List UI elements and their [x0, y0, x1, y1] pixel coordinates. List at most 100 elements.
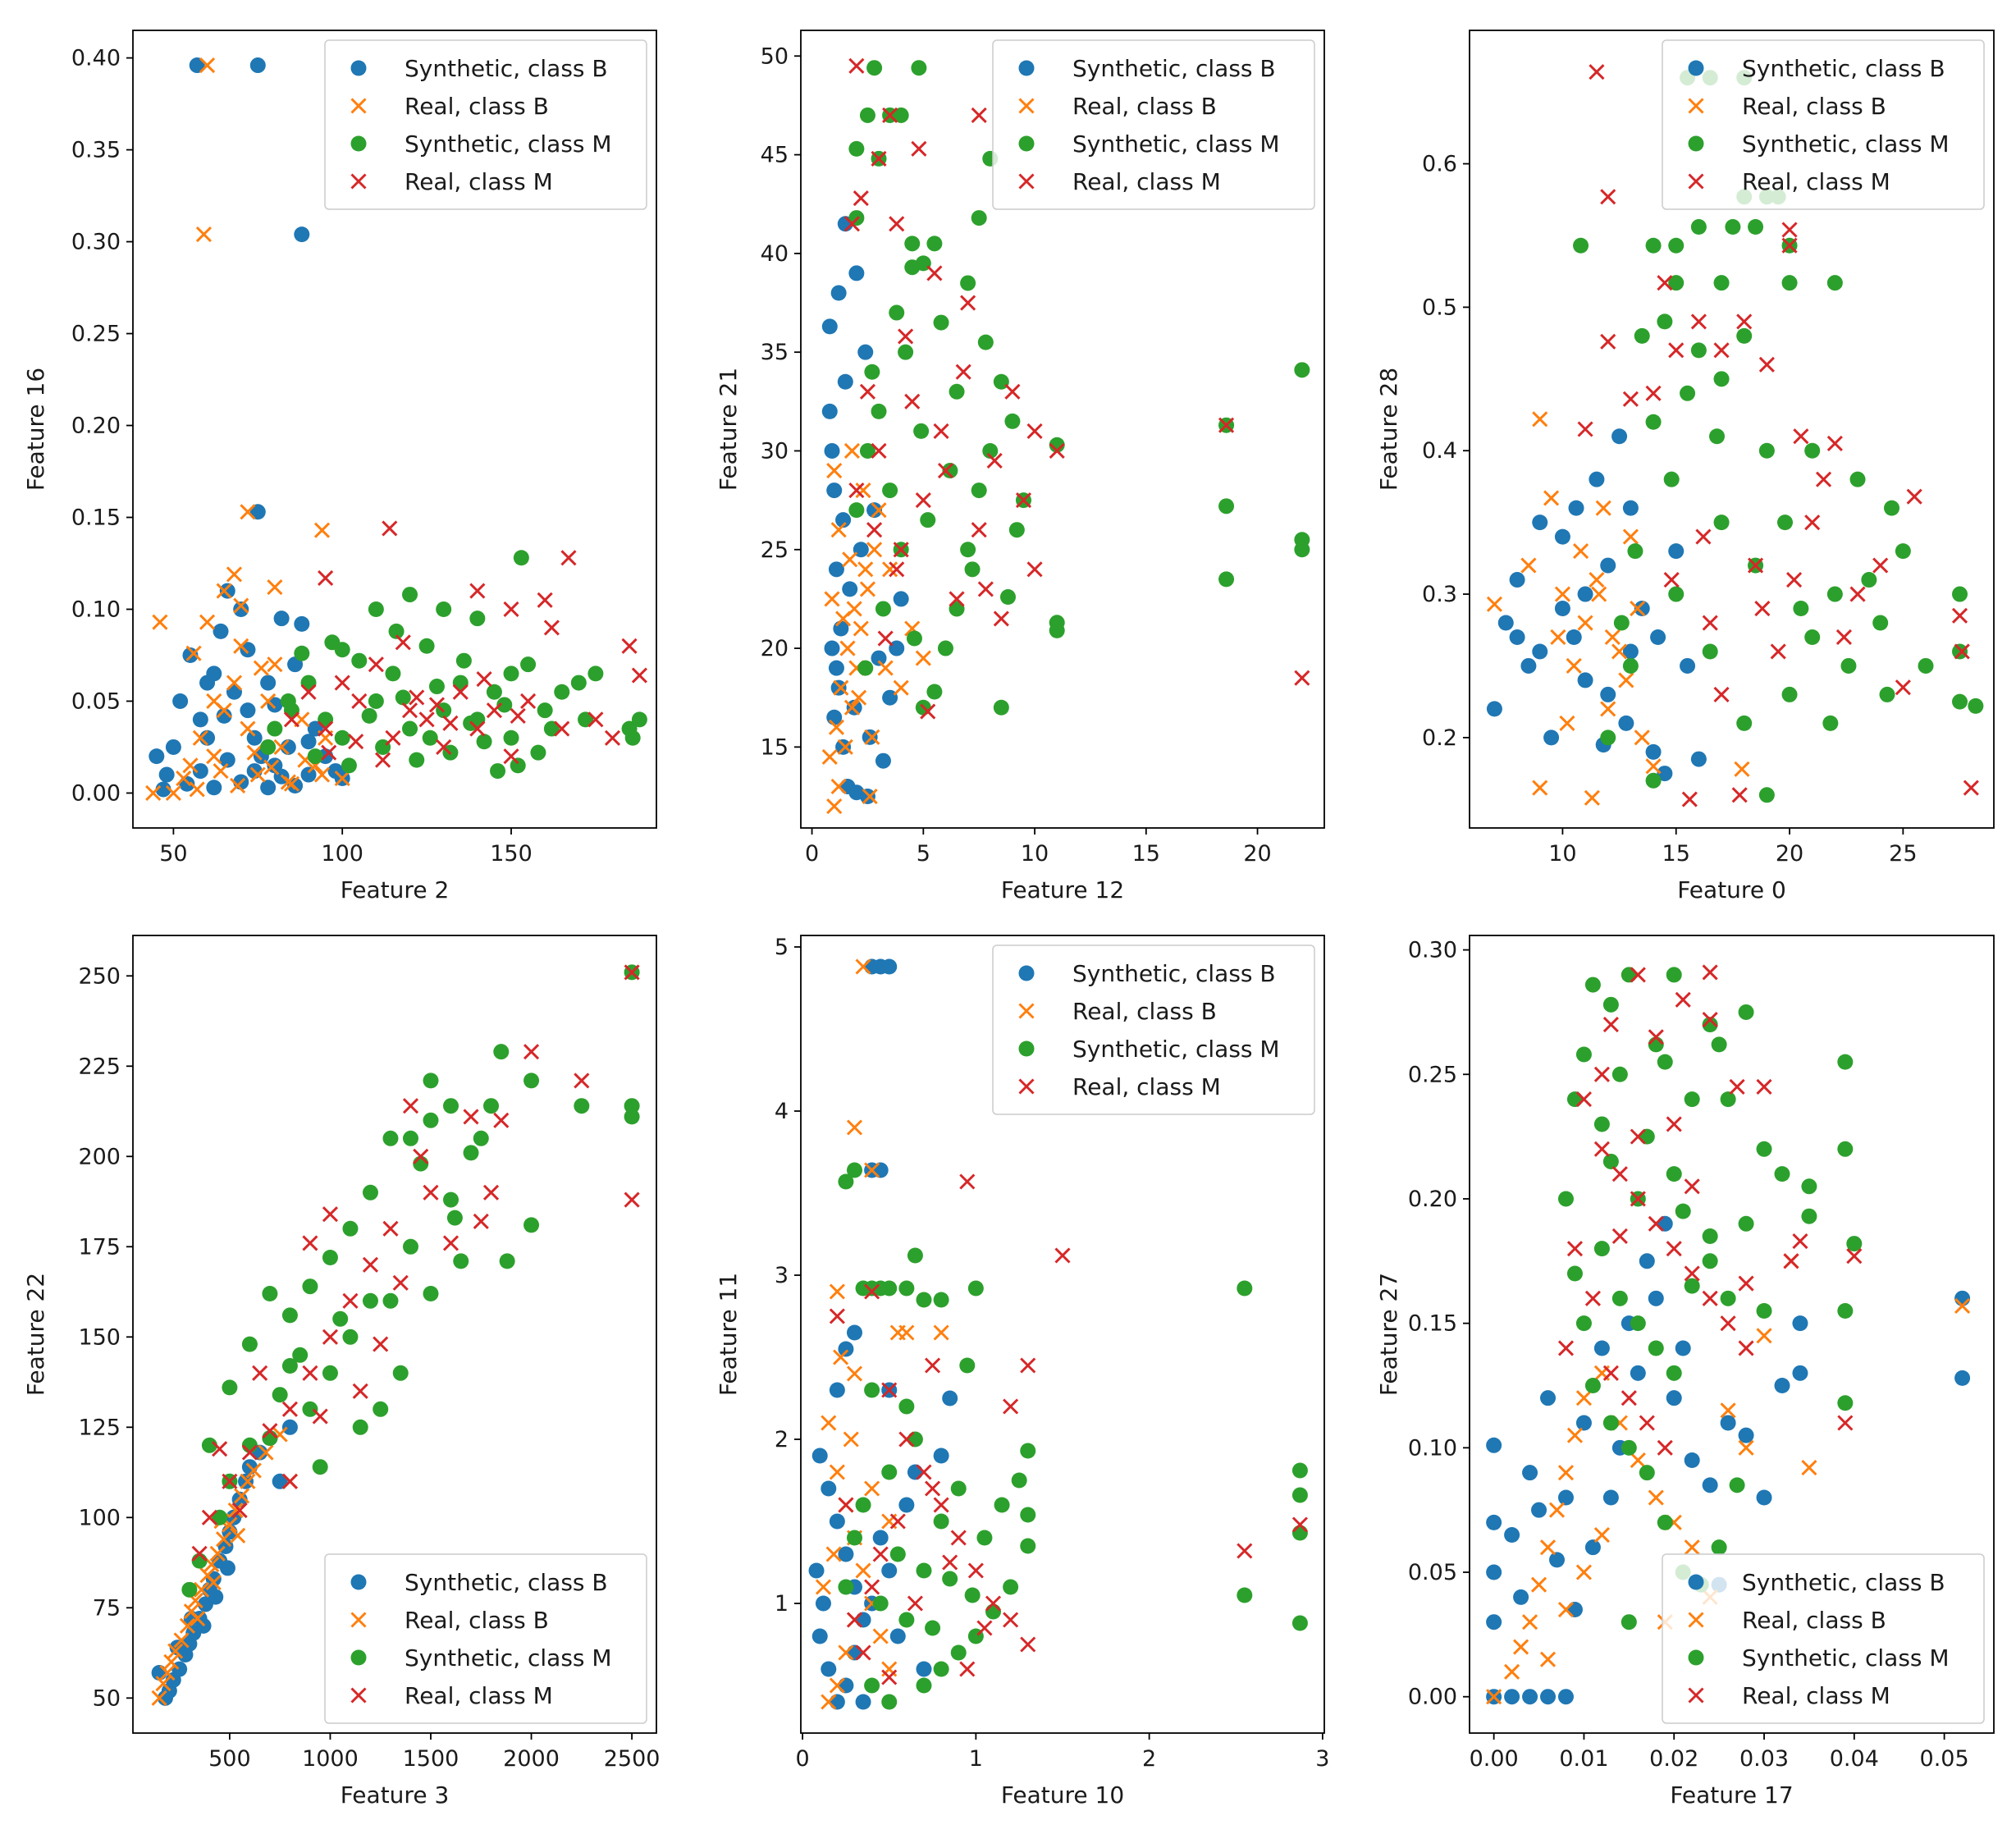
point-synthetic-b [821, 318, 838, 335]
scatter-panel-5: 0 1 2 3 1 2 3 4 5 Feature 10 Feature 11 Synthetic, … [715, 935, 1329, 1809]
point-synthetic-b [1600, 686, 1616, 702]
x-tick-label: 0.00 [1470, 1746, 1519, 1772]
point-real-m [838, 1497, 854, 1513]
point-synthetic-b [826, 483, 843, 499]
point-real-b [230, 777, 246, 794]
point-real-m [631, 667, 647, 684]
point-real-b [199, 614, 216, 630]
point-synthetic-b [1648, 1290, 1664, 1306]
point-real-b [192, 729, 208, 746]
point-synthetic-b [205, 1571, 222, 1587]
point-synthetic-b [1486, 1514, 1502, 1530]
point-synthetic-b [821, 1661, 837, 1677]
point-real-b [195, 226, 212, 243]
point-real-m [334, 675, 350, 691]
y-tick-label: 200 [78, 1144, 121, 1169]
point-real-m [1792, 1233, 1808, 1250]
point-synthetic-m [1804, 629, 1821, 645]
legend: Synthetic, class B Real, class B Synthetic… [1662, 1553, 1985, 1724]
legend-label-synthetic-b: Synthetic, class B [1072, 960, 1276, 987]
point-synthetic-m [1758, 442, 1775, 459]
point-real-m [866, 522, 883, 538]
point-synthetic-m [392, 1365, 409, 1381]
point-synthetic-m [587, 665, 604, 682]
x-tick-label: 20 [1243, 841, 1271, 867]
point-real-m [1593, 1141, 1610, 1157]
point-real-b [165, 784, 181, 802]
point-synthetic-m [881, 1464, 898, 1480]
point-real-m [1684, 1178, 1700, 1195]
point-synthetic-m [1826, 586, 1843, 602]
legend-label-real-b: Real, class B [405, 93, 549, 120]
point-real-b [893, 679, 909, 696]
point-real-m [604, 729, 621, 746]
point-synthetic-m [950, 1644, 967, 1661]
point-synthetic-m [395, 689, 411, 706]
point-synthetic-b [1522, 1689, 1538, 1705]
point-synthetic-m [882, 483, 898, 499]
y-tick-label: 150 [78, 1324, 121, 1350]
point-synthetic-b [875, 752, 891, 769]
point-real-m [1049, 442, 1065, 460]
point-synthetic-m [322, 1365, 338, 1381]
legend-label-synthetic-m: Synthetic, class M [405, 130, 612, 158]
y-tick-label: 25 [761, 537, 789, 563]
y-axis-label: Feature 21 [715, 368, 742, 491]
point-synthetic-b [1531, 1502, 1547, 1518]
point-synthetic-m [455, 652, 472, 669]
x-axis-label: Feature 2 [341, 876, 450, 903]
point-real-m [1639, 1415, 1655, 1431]
point-real-m [428, 697, 446, 713]
point-synthetic-m [911, 60, 927, 76]
point-real-m [1713, 342, 1730, 359]
x-tick-label: 0 [796, 1746, 810, 1772]
point-synthetic-b [294, 226, 310, 243]
point-synthetic-m [537, 702, 553, 719]
point-real-m [348, 734, 364, 750]
point-real-m [882, 107, 898, 124]
scatter-panel-6: 0.00 0.01 0.02 0.03 0.04 0.05 0.00 0.05 0.10 0.15… [1375, 935, 1995, 1809]
point-real-b [1486, 596, 1502, 612]
point-synthetic-m [881, 1694, 898, 1710]
point-real-b [205, 1574, 222, 1591]
point-synthetic-m [933, 1513, 949, 1530]
point-synthetic-m [864, 1382, 880, 1398]
point-real-m [1593, 1066, 1610, 1082]
x-tick-label: 5 [917, 841, 930, 867]
point-synthetic-b [273, 611, 290, 627]
y-tick-label: 0.05 [71, 688, 121, 714]
point-real-b [1645, 758, 1662, 775]
point-synthetic-m [280, 693, 296, 709]
axes-frame [132, 935, 657, 1734]
point-real-m [1566, 1241, 1584, 1257]
point-synthetic-m [976, 1530, 993, 1546]
point-real-m [864, 1579, 880, 1595]
point-synthetic-m [342, 1220, 359, 1237]
point-synthetic-b [1486, 701, 1502, 717]
point-real-b [1486, 1689, 1502, 1705]
point-synthetic-m [1584, 976, 1601, 993]
point-real-m [877, 630, 894, 647]
point-synthetic-m [578, 711, 594, 728]
point-real-m [986, 452, 1003, 469]
point-synthetic-m [1666, 1365, 1682, 1381]
point-real-b [206, 693, 222, 710]
plot-area [821, 57, 1310, 815]
point-synthetic-m [1622, 657, 1639, 674]
point-synthetic-m [1952, 693, 1968, 710]
point-real-m [1648, 1029, 1664, 1045]
point-synthetic-m [1774, 1166, 1790, 1182]
point-real-b [1734, 761, 1750, 777]
point-synthetic-b [233, 601, 249, 617]
point-real-m [476, 671, 492, 688]
point-synthetic-m [1668, 237, 1685, 254]
point-real-m [1793, 428, 1809, 445]
legend-marker-real-m [1688, 173, 1704, 190]
point-real-m [322, 1329, 339, 1345]
y-tick-label: 4 [775, 1099, 789, 1124]
point-synthetic-m [1003, 1579, 1019, 1595]
legend: Synthetic, class B Real, class B Synthetic… [992, 944, 1315, 1115]
point-synthetic-b [1639, 1253, 1655, 1269]
legend-marker-synthetic-m [1688, 1649, 1704, 1666]
point-synthetic-m [1702, 1253, 1718, 1269]
